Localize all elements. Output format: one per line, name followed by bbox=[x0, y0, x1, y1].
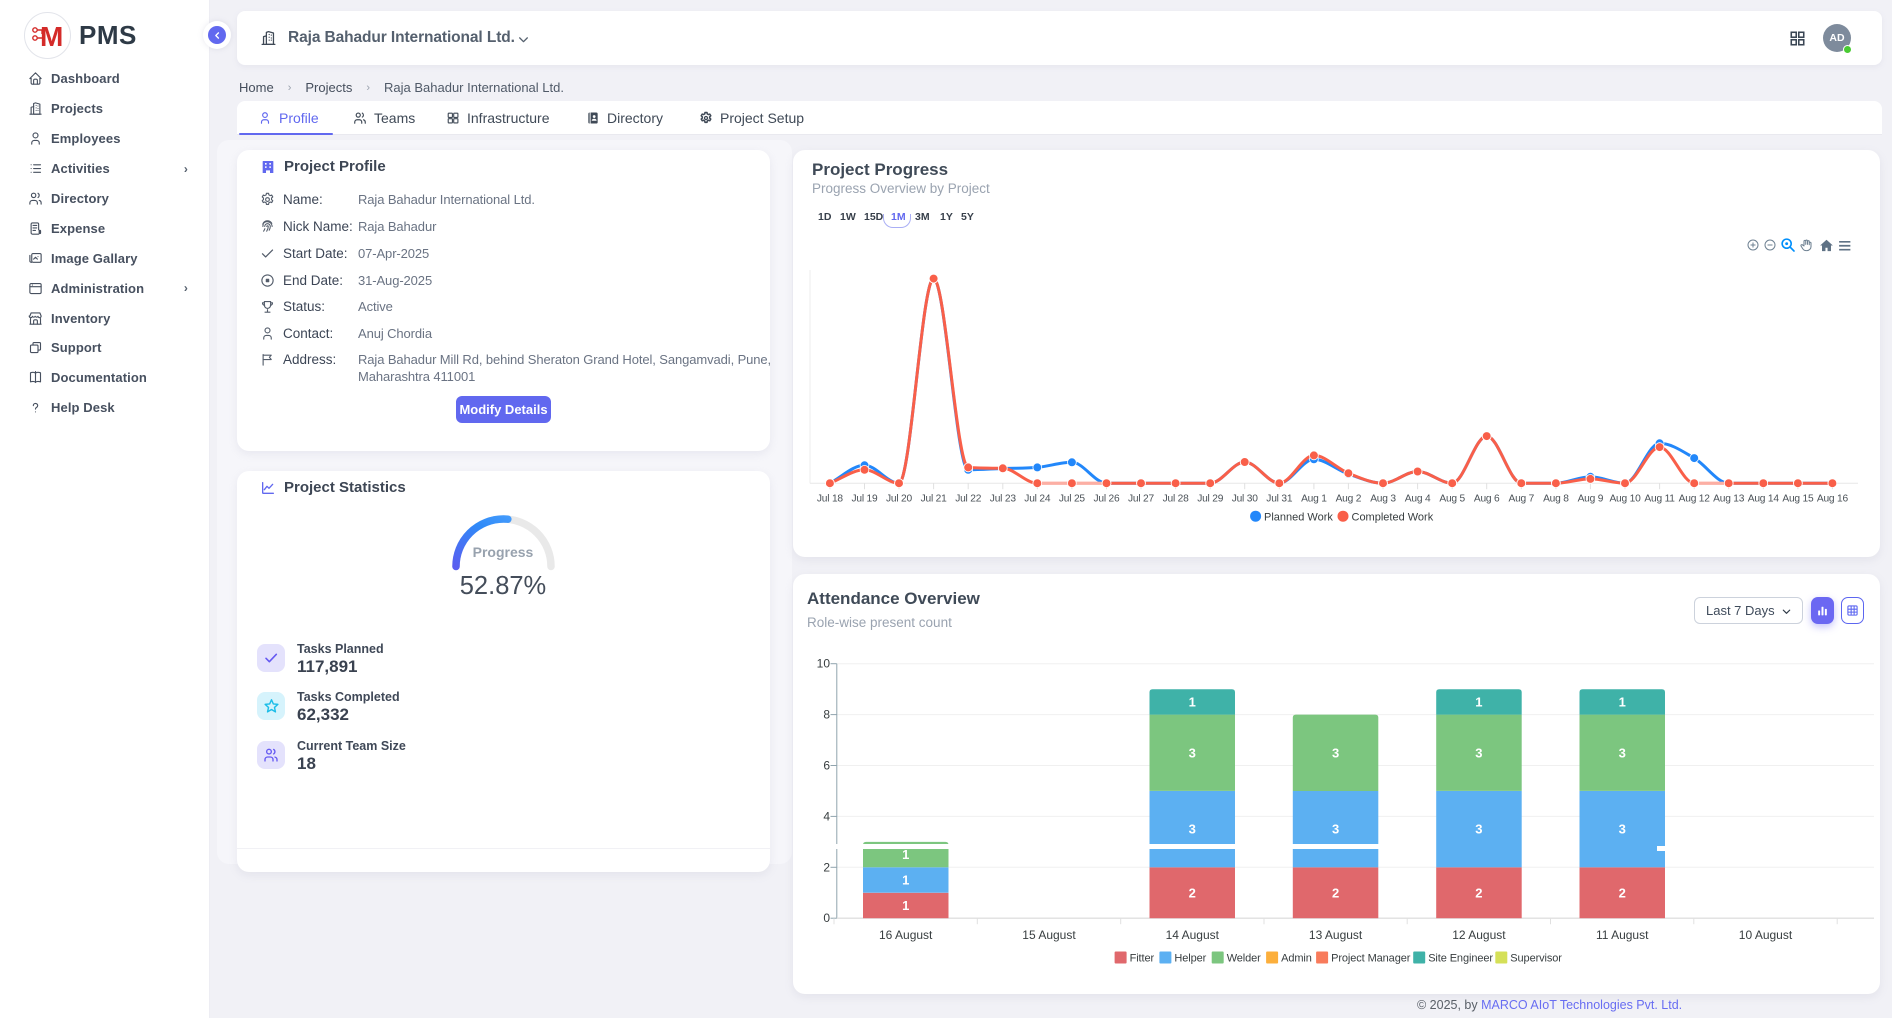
svg-text:Jul 26: Jul 26 bbox=[1094, 494, 1121, 505]
svg-text:Aug 16: Aug 16 bbox=[1817, 494, 1849, 505]
svg-text:Aug 3: Aug 3 bbox=[1370, 494, 1396, 505]
svg-text:10: 10 bbox=[817, 657, 831, 671]
svg-text:Aug 9: Aug 9 bbox=[1578, 494, 1604, 505]
svg-text:Jul 25: Jul 25 bbox=[1059, 494, 1086, 505]
svg-text:2: 2 bbox=[1189, 885, 1196, 900]
svg-text:3: 3 bbox=[1332, 745, 1339, 760]
svg-text:Aug 8: Aug 8 bbox=[1543, 494, 1569, 505]
svg-text:1: 1 bbox=[902, 873, 909, 888]
svg-text:Admin: Admin bbox=[1281, 953, 1312, 965]
svg-text:3: 3 bbox=[1475, 822, 1482, 837]
svg-text:0: 0 bbox=[823, 911, 830, 925]
svg-text:Jul 30: Jul 30 bbox=[1232, 494, 1259, 505]
svg-text:Aug 2: Aug 2 bbox=[1336, 494, 1362, 505]
svg-text:13 August: 13 August bbox=[1309, 928, 1363, 942]
svg-text:3: 3 bbox=[1189, 822, 1196, 837]
svg-text:1: 1 bbox=[1475, 694, 1482, 709]
svg-text:3: 3 bbox=[1189, 745, 1196, 760]
svg-text:Jul 22: Jul 22 bbox=[955, 494, 982, 505]
svg-text:15 August: 15 August bbox=[1022, 928, 1076, 942]
svg-text:Project Manager: Project Manager bbox=[1331, 953, 1411, 965]
svg-text:1: 1 bbox=[1619, 694, 1626, 709]
svg-text:3: 3 bbox=[1619, 822, 1626, 837]
svg-text:Aug 14: Aug 14 bbox=[1748, 494, 1780, 505]
svg-text:Aug 12: Aug 12 bbox=[1679, 494, 1711, 505]
svg-text:Jul 24: Jul 24 bbox=[1024, 494, 1051, 505]
svg-text:14 August: 14 August bbox=[1166, 928, 1220, 942]
svg-text:2: 2 bbox=[1332, 885, 1339, 900]
svg-text:Aug 1: Aug 1 bbox=[1301, 494, 1327, 505]
svg-text:Jul 31: Jul 31 bbox=[1266, 494, 1293, 505]
svg-text:2: 2 bbox=[1475, 885, 1482, 900]
svg-text:Aug 15: Aug 15 bbox=[1782, 494, 1814, 505]
svg-text:Aug 5: Aug 5 bbox=[1439, 494, 1465, 505]
svg-text:8: 8 bbox=[823, 708, 830, 722]
svg-text:3: 3 bbox=[1332, 822, 1339, 837]
svg-text:Aug 10: Aug 10 bbox=[1609, 494, 1641, 505]
svg-text:6: 6 bbox=[823, 759, 830, 773]
svg-text:2: 2 bbox=[1619, 885, 1626, 900]
svg-text:3: 3 bbox=[1619, 745, 1626, 760]
svg-text:Aug 4: Aug 4 bbox=[1405, 494, 1431, 505]
svg-text:Jul 23: Jul 23 bbox=[990, 494, 1017, 505]
svg-text:Aug 7: Aug 7 bbox=[1508, 494, 1534, 505]
svg-text:11 August: 11 August bbox=[1596, 928, 1649, 942]
svg-text:Completed Work: Completed Work bbox=[1352, 511, 1434, 523]
svg-text:Aug 13: Aug 13 bbox=[1713, 494, 1745, 505]
svg-text:1: 1 bbox=[1189, 694, 1196, 709]
svg-text:12 August: 12 August bbox=[1452, 928, 1506, 942]
svg-text:Jul 27: Jul 27 bbox=[1128, 494, 1155, 505]
svg-text:10 August: 10 August bbox=[1739, 928, 1793, 942]
svg-text:16 August: 16 August bbox=[879, 928, 933, 942]
svg-text:Fitter: Fitter bbox=[1130, 953, 1155, 965]
svg-text:Aug 11: Aug 11 bbox=[1644, 494, 1675, 505]
svg-text:Jul 18: Jul 18 bbox=[817, 494, 844, 505]
svg-text:Aug 6: Aug 6 bbox=[1474, 494, 1500, 505]
svg-text:4: 4 bbox=[823, 809, 830, 823]
svg-text:2: 2 bbox=[823, 860, 830, 874]
svg-text:Helper: Helper bbox=[1174, 953, 1206, 965]
svg-text:Jul 19: Jul 19 bbox=[852, 494, 879, 505]
svg-text:Jul 28: Jul 28 bbox=[1163, 494, 1190, 505]
svg-text:Jul 20: Jul 20 bbox=[886, 494, 913, 505]
svg-text:Site Engineer: Site Engineer bbox=[1428, 953, 1493, 965]
svg-text:1: 1 bbox=[902, 847, 909, 862]
svg-text:Planned Work: Planned Work bbox=[1264, 511, 1333, 523]
svg-text:Jul 21: Jul 21 bbox=[921, 494, 948, 505]
svg-text:Jul 29: Jul 29 bbox=[1197, 494, 1224, 505]
svg-text:M: M bbox=[40, 21, 63, 52]
svg-text:Supervisor: Supervisor bbox=[1510, 953, 1562, 965]
svg-text:3: 3 bbox=[1475, 745, 1482, 760]
svg-text:1: 1 bbox=[902, 898, 909, 913]
svg-text:Welder: Welder bbox=[1227, 953, 1261, 965]
